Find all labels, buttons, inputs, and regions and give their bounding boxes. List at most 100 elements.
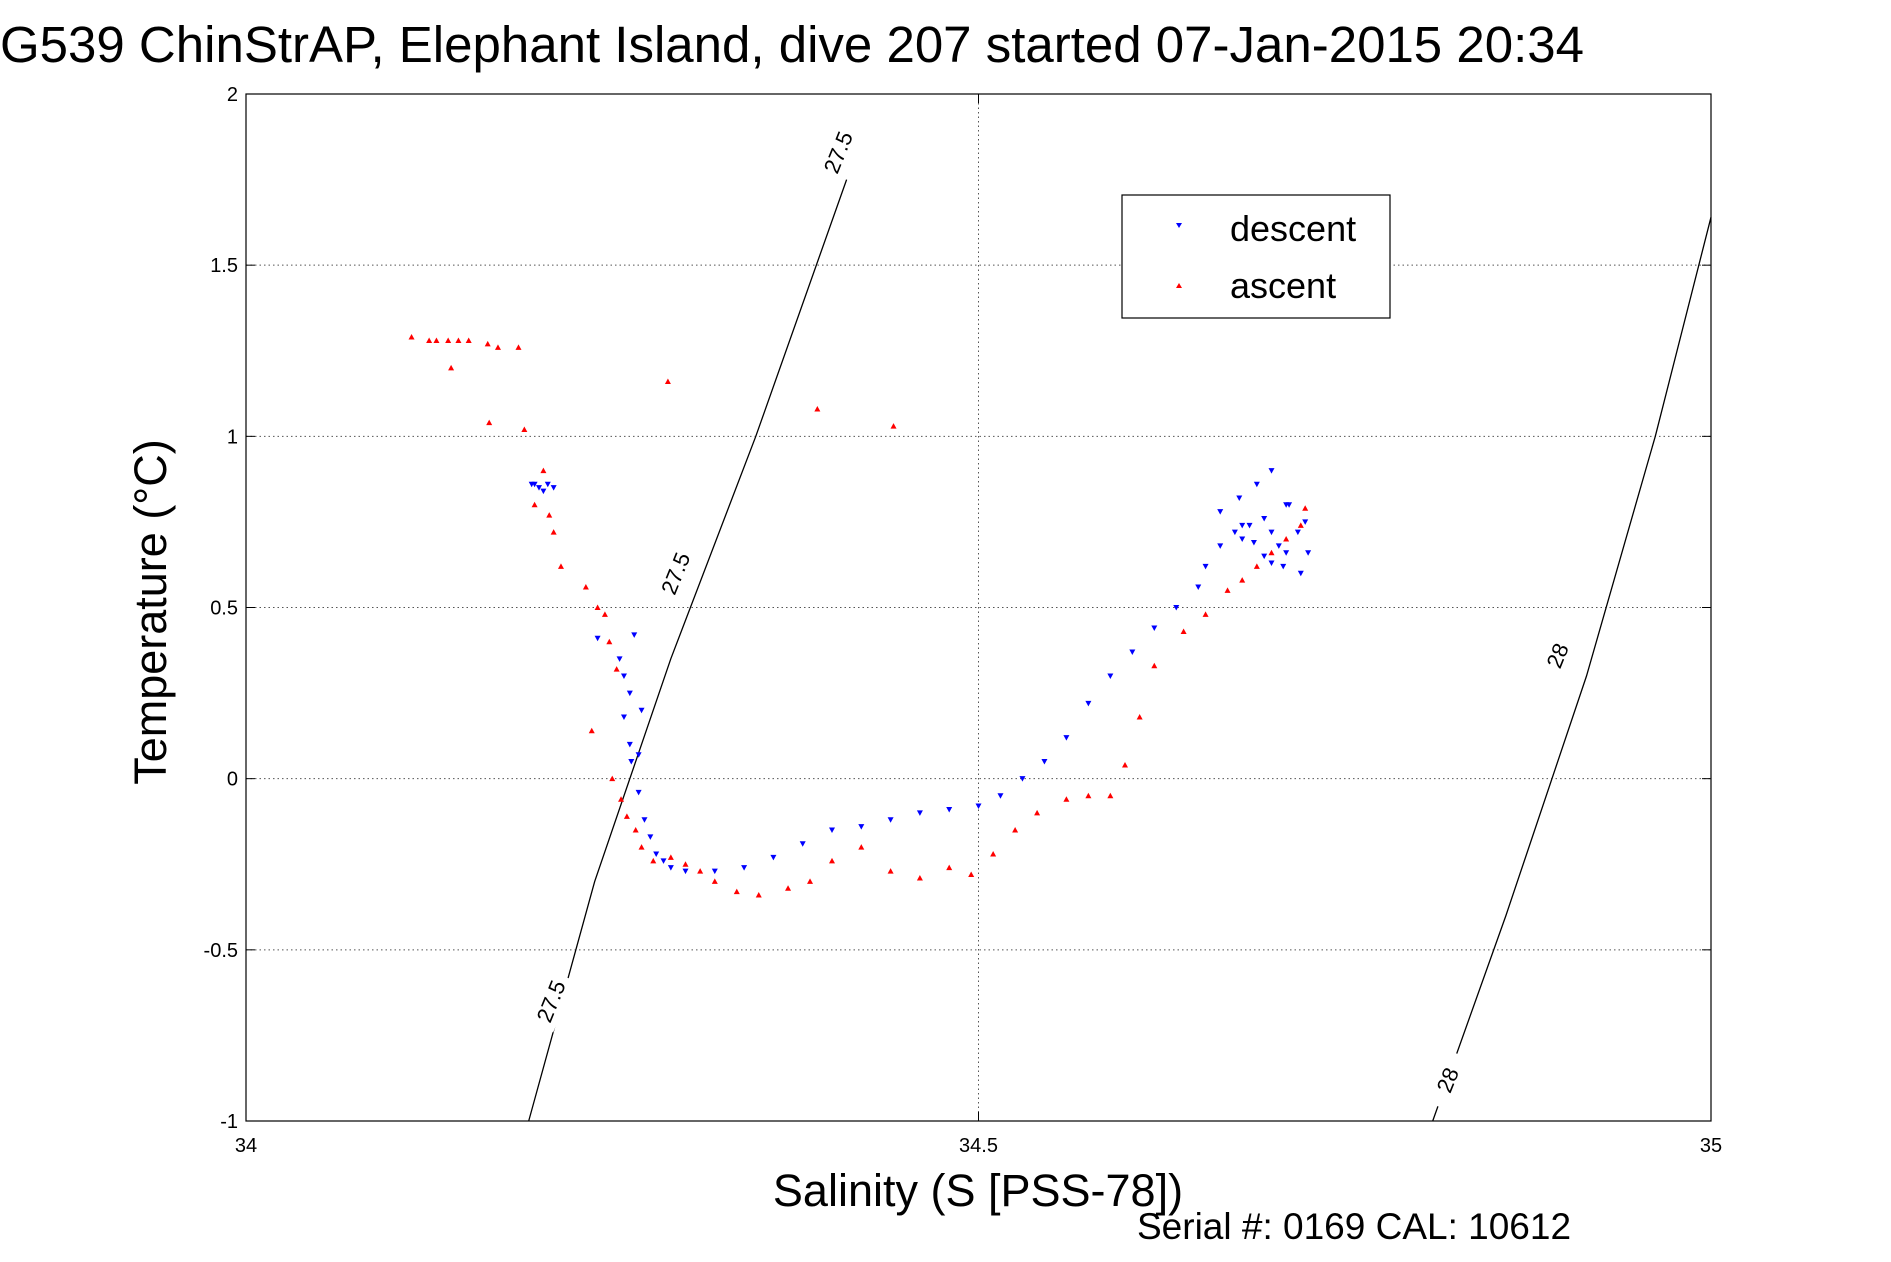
ascent-point: [785, 885, 792, 891]
descent-point: [660, 858, 667, 864]
descent-point: [1236, 495, 1243, 501]
ascent-point: [515, 344, 522, 350]
contour-label-bg: [1533, 624, 1581, 687]
legend-box: [1121, 194, 1391, 319]
ascent-point: [426, 337, 433, 343]
descent-point: [1261, 553, 1268, 560]
ascent-point: [1239, 577, 1246, 583]
ascent-point: [550, 529, 557, 535]
ascent-point: [484, 340, 491, 347]
ascent-point: [588, 727, 595, 734]
descent-point: [635, 789, 642, 796]
serial-info: Serial #: 0169 CAL: 10612: [1137, 1206, 1571, 1247]
y-tick-label: 0.5: [210, 598, 238, 620]
ascent-point: [455, 337, 462, 343]
descent-point: [1085, 700, 1092, 707]
descent-point: [799, 841, 806, 847]
ascent-point: [1302, 505, 1309, 511]
descent-point: [626, 690, 633, 697]
descent-point: [1129, 649, 1136, 656]
ascent-point: [1283, 536, 1290, 542]
ascent-point: [890, 423, 897, 429]
ascent-point: [613, 666, 620, 672]
ascent-point: [829, 857, 835, 864]
y-tick-label: 1: [227, 426, 238, 448]
ascent-point: [521, 426, 528, 432]
descent-point: [770, 854, 777, 861]
descent-point: [1268, 560, 1275, 566]
ascent-point: [1202, 611, 1209, 617]
contour-label-bg: [814, 120, 862, 184]
descent-point: [653, 851, 660, 857]
descent-point: [1261, 515, 1268, 522]
ascent-point: [858, 844, 865, 850]
descent-point: [1107, 673, 1114, 679]
descent-point: [829, 827, 835, 834]
ascent-point: [582, 583, 589, 590]
ascent-point: [814, 405, 821, 412]
ascent-point: [1253, 563, 1260, 569]
descent-point: [1217, 509, 1224, 515]
ascent-point: [1136, 714, 1143, 720]
x-tick-label: 34: [235, 1135, 257, 1157]
ascent-point: [1085, 792, 1092, 799]
x-tick-label: 34.5: [959, 1135, 998, 1157]
descent-point: [1275, 543, 1282, 549]
descent-point: [1173, 605, 1180, 611]
ascent-point: [531, 501, 538, 508]
contour-line-27.5: [528, 179, 848, 1122]
descent-point: [916, 810, 923, 816]
ascent-point: [1224, 587, 1231, 593]
legend-ascent-label: ascent: [1230, 265, 1336, 306]
descent-point: [620, 673, 627, 679]
y-axis-label: Temperature (°C): [125, 439, 176, 785]
descent-point: [635, 752, 642, 758]
ascent-point: [546, 512, 553, 518]
ascent-point: [946, 864, 953, 871]
descent-point: [1250, 539, 1257, 546]
descent-point: [1195, 584, 1202, 590]
ascent-point: [494, 344, 501, 350]
ascent-point: [1122, 761, 1128, 768]
axis-ticks: 34 34.5 35 -1 -0.5 0 0.5 1 1.5 2: [204, 84, 1723, 1157]
descent-point: [741, 865, 748, 871]
ascent-point: [682, 861, 689, 867]
legend-descent-label: descent: [1230, 208, 1356, 249]
ascent-point: [638, 844, 645, 850]
descent-point: [887, 817, 894, 823]
descent-point: [1302, 519, 1309, 525]
ascent-point: [1180, 628, 1187, 634]
ascent-point: [448, 364, 455, 371]
ascent-point: [601, 611, 608, 617]
descent-point: [1202, 563, 1209, 570]
legend: descent ascent: [1121, 194, 1391, 319]
descent-point: [628, 759, 635, 765]
descent-point: [1019, 776, 1026, 782]
ascent-point: [433, 337, 440, 343]
descent-point: [626, 741, 633, 748]
ascent-point: [664, 378, 671, 385]
chart-title: G539 ChinStrAP, Elephant Island, dive 20…: [0, 16, 1584, 73]
descent-point: [550, 485, 557, 491]
legend-descent-marker: [1176, 223, 1182, 228]
ascent-point: [465, 337, 472, 343]
descent-point: [641, 817, 648, 823]
descent-point: [1268, 529, 1275, 536]
ascent-point: [408, 334, 415, 340]
grid-lines: [246, 94, 1711, 1121]
ascent-point: [623, 813, 630, 819]
x-axis-label: Salinity (S [PSS-78]): [773, 1165, 1183, 1216]
ascent-point: [1107, 792, 1114, 799]
ascent-point: [990, 850, 997, 857]
ascent-point: [733, 888, 740, 895]
ascent-point: [667, 854, 674, 860]
descent-point: [997, 793, 1004, 799]
descent-point: [540, 488, 547, 495]
ascent-point: [1297, 522, 1304, 528]
ascent-point: [1012, 827, 1019, 833]
descent-point: [1268, 468, 1275, 474]
ascent-point: [609, 775, 616, 782]
ascent-point: [486, 419, 493, 426]
ascent-point: [1034, 809, 1041, 816]
